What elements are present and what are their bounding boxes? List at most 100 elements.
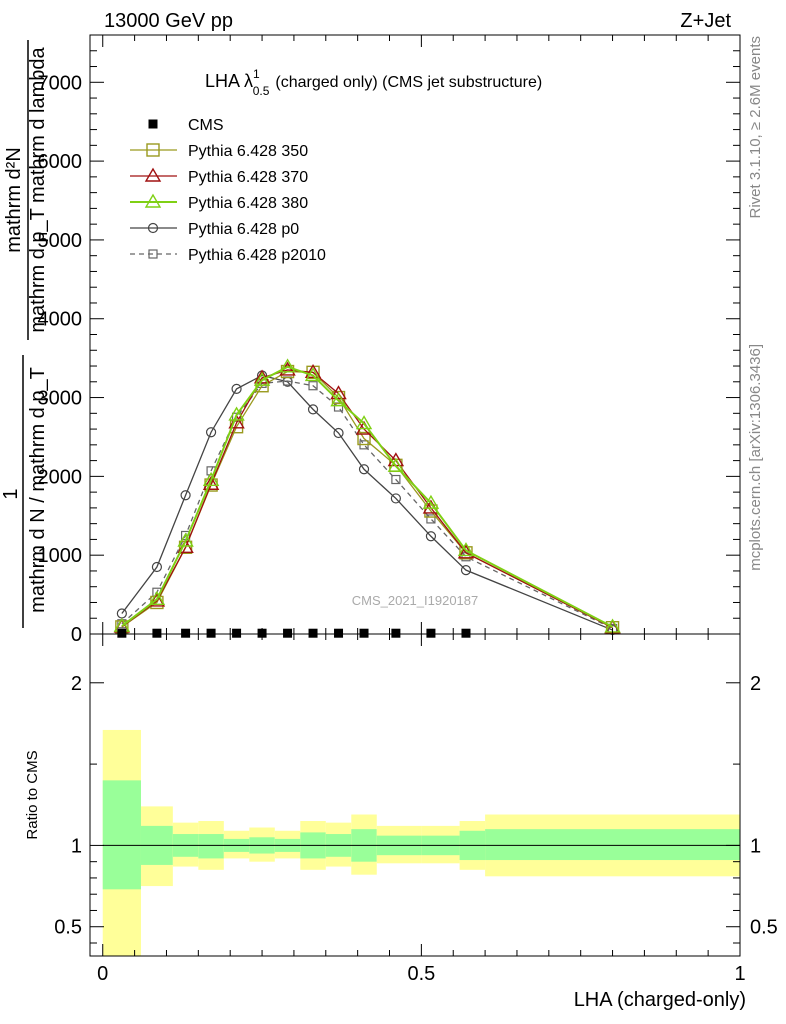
legend-marker <box>146 143 160 157</box>
x-tick-label: 0.5 <box>407 963 435 985</box>
legend-entry-p350: Pythia 6.428 350 <box>130 143 308 160</box>
data-point-cms <box>117 628 127 638</box>
y-label-numerator-frac: mathrm d p_T mathrm d lambda <box>27 46 49 332</box>
x-tick-label: 1 <box>734 963 745 985</box>
y-tick-label: 1000 <box>38 545 83 567</box>
legend-entry-p0: Pythia 6.428 p0 <box>130 221 299 238</box>
y-tick-label: 6000 <box>38 151 83 173</box>
y-tick-label: 3000 <box>38 388 83 410</box>
data-point-p370 <box>148 592 166 607</box>
x-axis-label: LHA (charged-only) <box>574 989 746 1011</box>
axis-tick-labels: 0 0.5 1 0 1000 2000 3000 4000 5000 6000 7000 0.5 0.5… <box>38 72 778 985</box>
legend-label: Pythia 6.428 p0 <box>188 221 299 238</box>
legend-marker <box>144 193 162 208</box>
data-point-p0 <box>307 404 319 415</box>
data-point-p380 <box>355 415 373 430</box>
data-point-p380 <box>177 532 194 547</box>
ratio-uncertainty-bands <box>102 729 740 956</box>
data-point-p380 <box>202 471 220 487</box>
ratio-y-axis-label: Ratio to CMS <box>24 750 41 839</box>
legend-label: Pythia 6.428 370 <box>188 169 308 186</box>
data-point-p0 <box>231 383 242 394</box>
y-label-one: 1 <box>0 488 22 499</box>
analysis-watermark: CMS_2021_I1920187 <box>352 593 479 608</box>
plot-title-prefix: LHA λ <box>205 71 253 91</box>
x-tick-label: 0 <box>97 963 108 985</box>
data-point-cms <box>359 628 369 638</box>
y-tick-label: 0 <box>71 624 82 646</box>
legend-label: Pythia 6.428 350 <box>188 143 308 160</box>
main-y-axis-label: mathrm d²N mathrm d p_T mathrm d lambda … <box>0 40 49 628</box>
header-energy-label: 13000 GeV pp <box>104 10 233 32</box>
rivet-version-label: Rivet 3.1.10, ≥ 2.6M events <box>747 36 764 219</box>
ratio-inner-band-bin <box>485 829 740 861</box>
legend-marker <box>148 119 158 129</box>
data-point-p380 <box>330 392 347 407</box>
series-line-p380 <box>121 365 614 628</box>
data-point-cms <box>308 628 318 638</box>
data-point-p350 <box>357 431 371 446</box>
data-point-p380 <box>422 494 440 509</box>
header-process-label: Z+Jet <box>680 10 731 32</box>
data-point-p0 <box>180 490 191 501</box>
data-point-p380 <box>304 367 322 382</box>
series-line-p2010 <box>121 380 613 630</box>
data-point-cms <box>391 628 401 638</box>
data-point-p0 <box>151 561 163 573</box>
ratio-y-tick-label-right: 0.5 <box>750 917 778 939</box>
legend-label: Pythia 6.428 p2010 <box>188 247 326 264</box>
ratio-y-tick-label-left: 0.5 <box>54 917 82 939</box>
legend-entry-cms: CMS <box>148 117 224 134</box>
data-point-cms <box>152 628 162 638</box>
data-point-cms <box>206 628 216 638</box>
y-tick-label: 2000 <box>38 466 83 488</box>
data-point-cms <box>334 628 344 638</box>
plot-title-suffix: (charged only) (CMS jet substructure) <box>275 74 542 91</box>
series-p0 <box>116 370 618 636</box>
plot-title-sup: 1 <box>253 67 260 81</box>
plot-title: LHA λ1 0.5 (charged only) (CMS jet substru… <box>205 67 542 98</box>
data-point-p0 <box>333 427 344 439</box>
data-point-p2010 <box>308 381 318 391</box>
legend-marker <box>148 249 158 259</box>
data-point-p380 <box>387 457 405 472</box>
data-point-cms <box>461 628 471 638</box>
y-tick-label: 4000 <box>38 309 83 331</box>
ratio-y-tick-label-right: 1 <box>750 835 761 857</box>
legend-entry-p380: Pythia 6.428 380 <box>130 193 308 212</box>
data-point-p0 <box>358 464 370 475</box>
y-tick-label: 7000 <box>38 72 83 94</box>
y-label-denominator: mathrm d N / mathrm d p_T <box>27 367 49 613</box>
axis-ticks <box>90 34 741 956</box>
plot-title-sub: 0.5 <box>253 84 270 98</box>
data-point-p0 <box>205 427 217 438</box>
data-point-p2010 <box>391 474 401 485</box>
ratio-y-tick-label-left: 1 <box>71 835 82 857</box>
legend-marker <box>147 222 159 234</box>
data-point-p370 <box>202 475 220 490</box>
data-point-p0 <box>460 565 472 576</box>
data-point-p0 <box>425 531 437 542</box>
ratio-inner-band-bin <box>198 834 224 859</box>
data-point-cms <box>181 628 191 638</box>
legend-marker <box>144 167 162 182</box>
legend-label: Pythia 6.428 380 <box>188 195 308 212</box>
series-p380 <box>113 358 621 633</box>
data-point-cms <box>283 628 293 638</box>
legend-label: CMS <box>188 117 224 134</box>
data-point-cms <box>426 628 436 638</box>
legend-entry-p2010: Pythia 6.428 p2010 <box>130 247 326 264</box>
data-point-p370 <box>304 363 322 379</box>
ratio-y-tick-label-left: 2 <box>71 673 82 695</box>
mcplots-label: mcplots.cern.ch [arXiv:1306.3436] <box>747 344 764 571</box>
ratio-inner-band-bin <box>102 780 141 890</box>
ratio-plot-frame <box>89 633 741 957</box>
main-plot-curves <box>113 358 621 638</box>
series-line-p0 <box>121 374 613 631</box>
data-point-p2010 <box>426 514 436 524</box>
data-point-p380 <box>253 371 271 386</box>
data-point-p370 <box>253 369 271 384</box>
legend-entry-p370: Pythia 6.428 370 <box>130 167 308 186</box>
y-tick-label: 5000 <box>38 230 83 252</box>
